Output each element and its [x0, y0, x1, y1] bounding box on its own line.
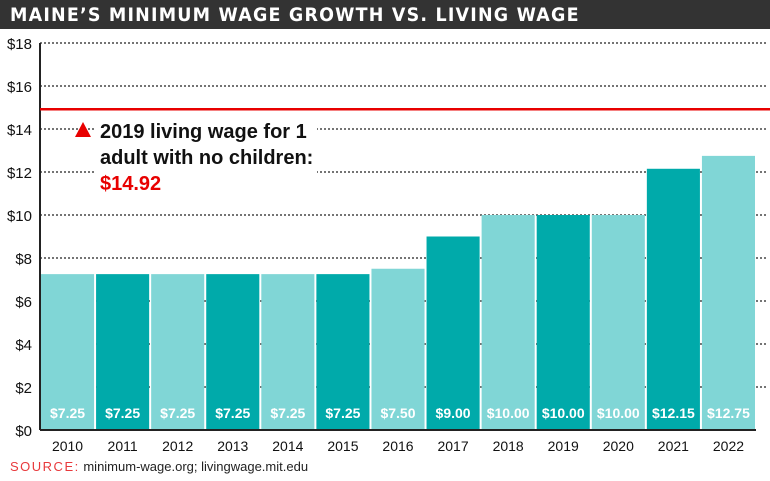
y-tick-label: $10: [7, 208, 32, 225]
bar-value-label: $7.50: [380, 405, 415, 421]
triangle-up-icon: [75, 122, 91, 137]
bar-value-label: $7.25: [215, 405, 250, 421]
bar: [261, 274, 315, 430]
x-tick-label: 2014: [272, 438, 303, 454]
y-tick-label: $2: [15, 380, 32, 397]
bar: [96, 274, 150, 430]
bar: [206, 274, 260, 430]
x-tick-label: 2015: [327, 438, 358, 454]
x-tick-label: 2017: [437, 438, 468, 454]
bar-value-label: $7.25: [105, 405, 140, 421]
bar: [316, 274, 370, 430]
chart-title: MAINE’S MINIMUM WAGE GROWTH VS. LIVING W…: [10, 4, 580, 26]
y-tick-label: $12: [7, 165, 32, 182]
y-tick-label: $16: [7, 79, 32, 96]
bar-value-label: $10.00: [487, 405, 530, 421]
bar: [426, 236, 480, 430]
y-tick-label: $8: [15, 251, 32, 268]
bar-value-label: $12.15: [652, 405, 695, 421]
bar: [151, 274, 205, 430]
source-text: minimum-wage.org; livingwage.mit.edu: [79, 459, 309, 474]
bar: [701, 155, 755, 430]
annotation-line1: 2019 living wage for 1: [100, 121, 307, 143]
y-tick-label: $0: [15, 423, 32, 440]
x-tick-label: 2021: [658, 438, 689, 454]
annotation-line2: adult with no children:: [100, 147, 314, 169]
x-tick-label: 2012: [162, 438, 193, 454]
bar-value-label: $9.00: [436, 405, 471, 421]
source-label: SOURCE:: [10, 459, 80, 474]
x-tick-label: 2022: [713, 438, 744, 454]
bar-value-label: $10.00: [597, 405, 640, 421]
x-tick-label: 2020: [603, 438, 634, 454]
bar-value-label: $7.25: [325, 405, 360, 421]
y-tick-label: $18: [7, 36, 32, 53]
x-tick-label: 2019: [548, 438, 579, 454]
x-tick-label: 2016: [382, 438, 413, 454]
bar: [646, 168, 700, 430]
x-tick-label: 2018: [493, 438, 524, 454]
x-tick-label: 2011: [108, 438, 138, 454]
bar: [481, 215, 535, 430]
y-tick-label: $4: [15, 337, 32, 354]
y-tick-label: $6: [15, 294, 32, 311]
living-wage-annotation: 2019 living wage for 1 adult with no chi…: [96, 119, 318, 197]
bar: [591, 215, 645, 430]
annotation-value: $14.92: [100, 173, 162, 195]
bar: [536, 215, 590, 430]
bar-value-label: $10.00: [542, 405, 585, 421]
bar-value-label: $12.75: [707, 405, 750, 421]
source-note: SOURCE: minimum-wage.org; livingwage.mit…: [10, 459, 308, 474]
bar-value-label: $7.25: [160, 405, 195, 421]
bar: [371, 268, 425, 430]
title-bar: MAINE’S MINIMUM WAGE GROWTH VS. LIVING W…: [0, 0, 770, 29]
x-tick-label: 2013: [217, 438, 248, 454]
y-tick-label: $14: [7, 122, 32, 139]
bar: [41, 274, 95, 430]
bar-value-label: $7.25: [270, 405, 305, 421]
bar-value-label: $7.25: [50, 405, 85, 421]
x-tick-label: 2010: [52, 438, 83, 454]
